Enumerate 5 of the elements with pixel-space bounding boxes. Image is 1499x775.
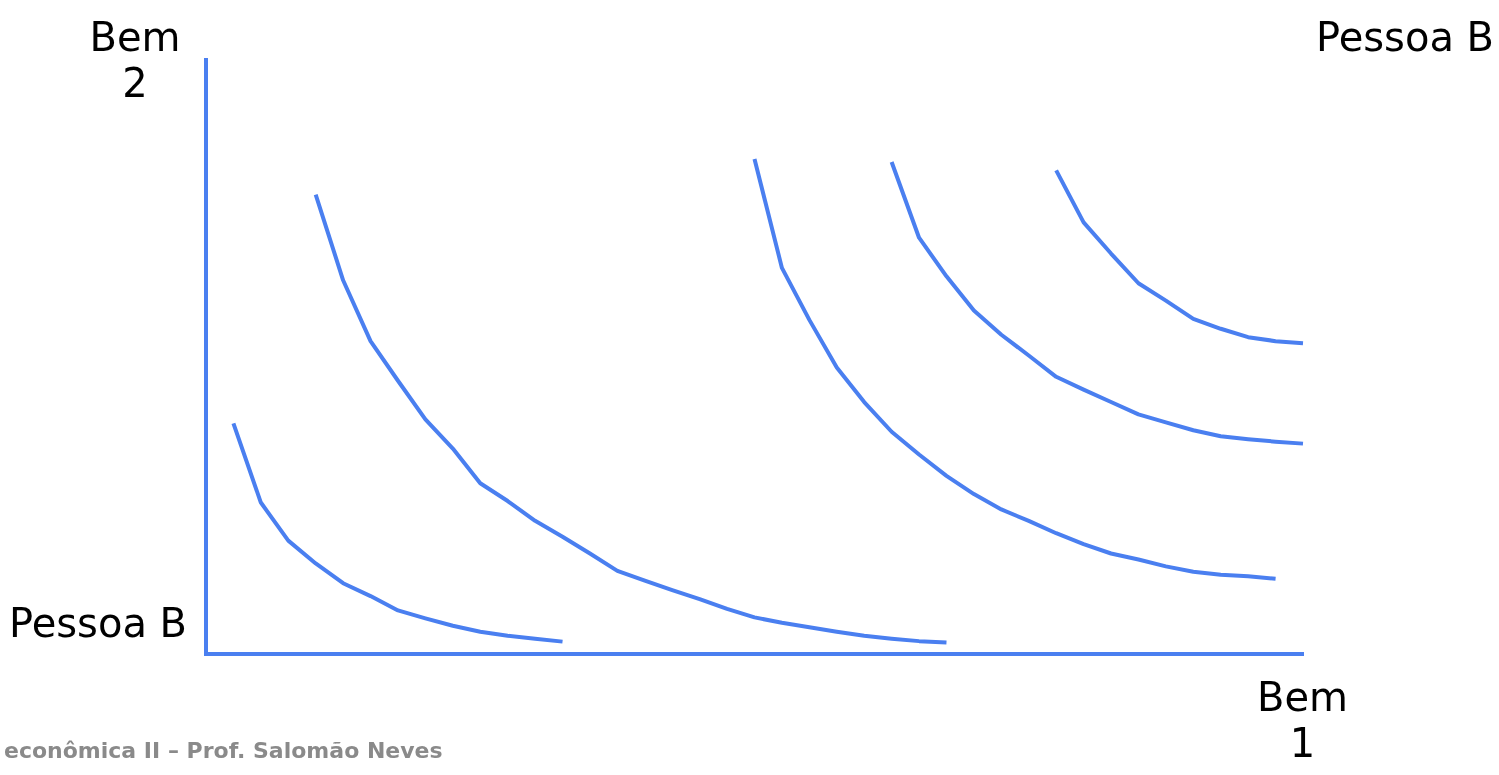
text: Pessoa B bbox=[1315, 14, 1495, 60]
text: econômica II – Prof. Salomão Neves bbox=[4, 738, 443, 763]
y-axis-title: Bem 2 bbox=[88, 14, 182, 106]
text: Pessoa B bbox=[8, 600, 188, 646]
x-axis-title: Bem 1 bbox=[1256, 674, 1349, 766]
